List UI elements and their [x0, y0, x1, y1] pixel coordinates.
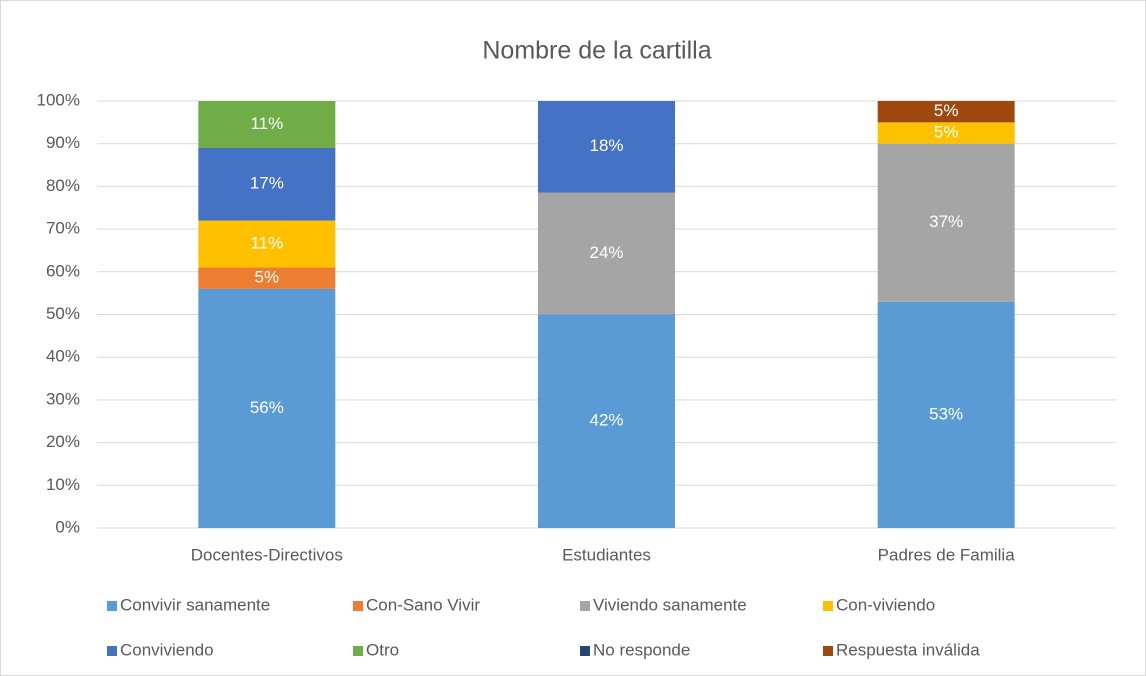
bar-segment	[198, 101, 336, 148]
bar-segment	[198, 267, 336, 289]
legend-swatch	[107, 646, 117, 656]
x-tick-label: Padres de Familia	[878, 545, 1016, 564]
legend-swatch	[353, 646, 363, 656]
bar-segment	[538, 101, 675, 193]
legend-label: Viviendo sanamente	[593, 595, 747, 614]
y-tick-label: 80%	[46, 176, 80, 195]
x-tick-label: Docentes-Directivos	[191, 545, 343, 564]
x-tick-label: Estudiantes	[562, 545, 651, 564]
bar-segment	[538, 314, 675, 528]
bar-segment	[877, 143, 1015, 302]
bar-segment	[198, 147, 336, 221]
data-label: 17%	[250, 174, 284, 193]
legend-label: Otro	[366, 640, 399, 659]
y-tick-label: 10%	[46, 475, 80, 494]
legend-swatch	[823, 646, 833, 656]
bar-segment	[877, 101, 1015, 123]
legend-swatch	[580, 601, 590, 611]
y-tick-label: 40%	[46, 347, 80, 366]
data-label: 42%	[589, 411, 623, 430]
data-label: 11%	[250, 114, 283, 133]
bar-segment	[198, 220, 336, 268]
legend-label: Respuesta inválida	[836, 640, 980, 659]
y-tick-label: 100%	[37, 90, 80, 109]
data-label: 37%	[929, 212, 963, 231]
data-label: 5%	[255, 268, 280, 287]
chart-title: Nombre de la cartilla	[482, 37, 711, 65]
y-tick-label: 90%	[46, 133, 80, 152]
data-label: 56%	[250, 398, 284, 417]
legend-label: Con-viviendo	[836, 595, 935, 614]
data-label: 18%	[589, 136, 623, 155]
legend-swatch	[580, 646, 590, 656]
legend-swatch	[353, 601, 363, 611]
legend-swatch	[107, 601, 117, 611]
bar-segment	[877, 122, 1015, 144]
data-label: 11%	[250, 234, 283, 253]
legend-label: No responde	[593, 640, 690, 659]
y-tick-label: 0%	[55, 517, 80, 536]
data-label: 24%	[589, 243, 623, 262]
y-tick-label: 30%	[46, 389, 80, 408]
bar-segment	[877, 301, 1015, 528]
data-label: 5%	[934, 101, 959, 120]
data-label: 5%	[934, 123, 959, 142]
bar-segment	[538, 192, 675, 315]
data-label: 53%	[929, 404, 963, 423]
legend-swatch	[823, 601, 833, 611]
y-tick-label: 50%	[46, 304, 80, 323]
y-tick-label: 60%	[46, 261, 80, 280]
legend-label: Con-Sano Vivir	[366, 595, 480, 614]
legend-label: Conviviendo	[120, 640, 214, 659]
y-tick-label: 20%	[46, 432, 80, 451]
legend-label: Convivir sanamente	[120, 595, 270, 614]
y-tick-label: 70%	[46, 219, 80, 238]
bar-segment	[198, 288, 336, 528]
